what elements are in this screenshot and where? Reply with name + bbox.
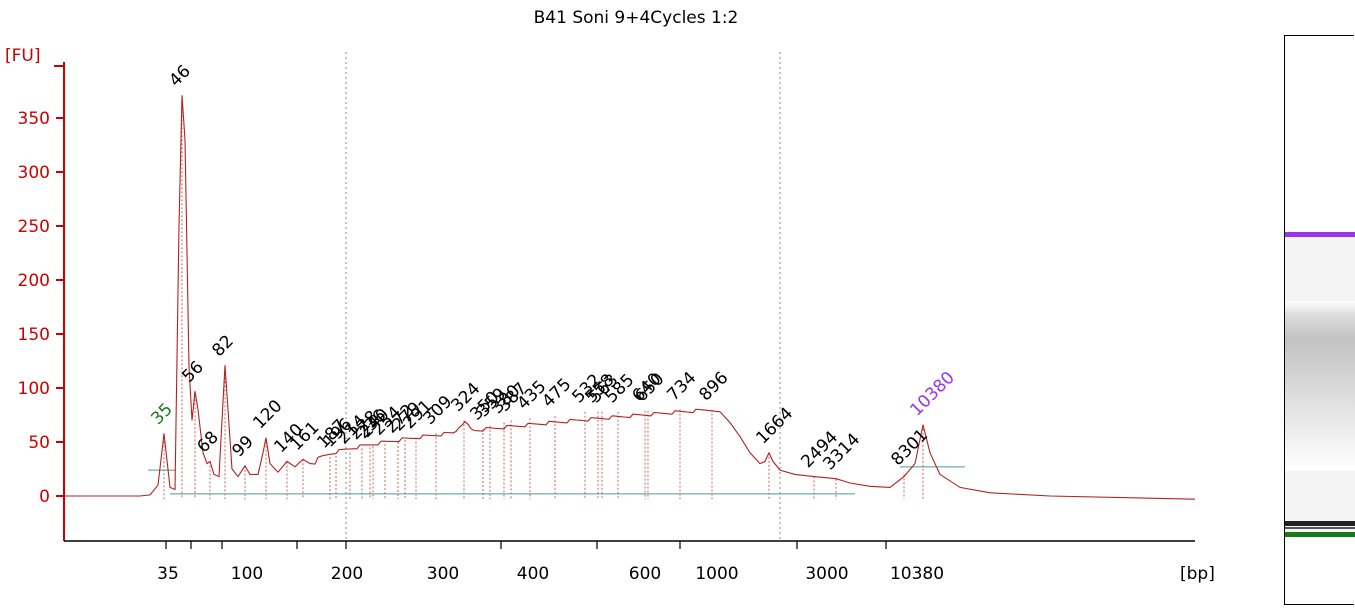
peak-label: 120	[249, 396, 286, 433]
x-tick-label: 1000	[695, 564, 738, 584]
x-axis-label: [bp]	[1180, 564, 1215, 584]
x-tick-label: 3000	[805, 564, 848, 584]
x-tick-label: 10380	[890, 564, 944, 584]
peak-label: 896	[695, 368, 732, 405]
peak-label: 10380	[906, 368, 958, 420]
peak-label: 734	[663, 368, 700, 405]
peak-label: 56	[178, 357, 207, 386]
peak-label: 8301	[887, 425, 932, 470]
upper-marker-band	[1285, 232, 1355, 237]
x-tick-label: 300	[427, 564, 459, 584]
y-tick-label: 250	[18, 217, 50, 237]
y-axis-label: [FU]	[5, 46, 41, 66]
gel-smear	[1285, 301, 1355, 471]
y-tick-label: 0	[39, 487, 50, 507]
x-tick-label: 100	[231, 564, 263, 584]
y-tick-label: 300	[18, 163, 50, 183]
peak-label: 46	[165, 61, 194, 90]
y-tick-label: 350	[18, 109, 50, 129]
y-tick-label: 50	[28, 433, 50, 453]
y-tick-label: 150	[18, 325, 50, 345]
gel-band	[1285, 521, 1355, 526]
peak-label: 1664	[752, 404, 797, 449]
gel-band	[1285, 527, 1355, 529]
peak-label: 68	[193, 428, 222, 457]
x-tick-label: 35	[157, 564, 179, 584]
x-tick-label: 600	[629, 564, 661, 584]
chart-title: B41 Soni 9+4Cycles 1:2	[534, 8, 739, 28]
y-tick-label: 100	[18, 379, 50, 399]
lower-marker-band	[1285, 532, 1355, 537]
y-tick-label: 200	[18, 271, 50, 291]
peak-label: 82	[208, 331, 237, 360]
peak-label: 35	[147, 399, 176, 428]
electropherogram-trace	[64, 95, 1196, 500]
peak-label: 99	[228, 432, 257, 461]
gel-lane-image	[1284, 35, 1355, 605]
x-tick-label: 200	[331, 564, 363, 584]
x-tick-label: 400	[517, 564, 549, 584]
